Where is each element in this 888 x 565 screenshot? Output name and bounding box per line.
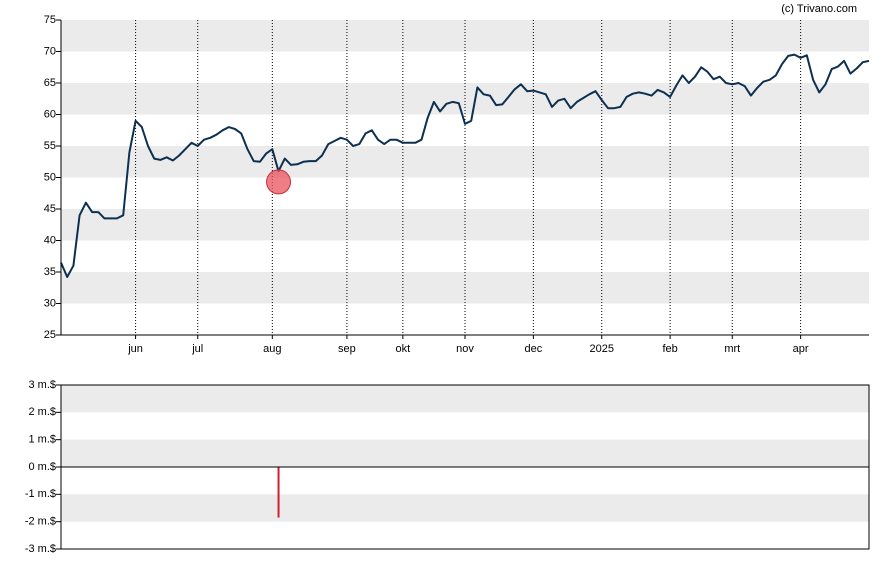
- y-tick-label: 60: [44, 108, 56, 120]
- x-tick-label: mrt: [724, 343, 740, 355]
- y-tick-label: 75: [44, 14, 56, 26]
- x-tick-label: jul: [191, 343, 203, 355]
- y-tick-label: 40: [44, 234, 56, 246]
- x-tick-label: sep: [338, 343, 356, 355]
- y-tick-label: 3 m.$: [28, 379, 56, 391]
- x-tick-label: okt: [396, 343, 411, 355]
- x-tick-label: apr: [793, 343, 809, 355]
- y-tick-label: 55: [44, 140, 56, 152]
- plot-frame: [60, 384, 870, 550]
- y-tick-label: 2 m.$: [28, 406, 56, 418]
- x-tick-label: feb: [662, 343, 677, 355]
- x-tick-label: 2025: [589, 343, 613, 355]
- y-tick-label: -3 m.$: [25, 543, 56, 555]
- y-tick-label: 1 m.$: [28, 434, 56, 446]
- bar: [277, 467, 280, 518]
- price-line: [60, 53, 870, 278]
- event-marker: [266, 169, 292, 195]
- y-tick-label: -1 m.$: [25, 488, 56, 500]
- grid-band: [61, 385, 869, 413]
- y-tick-label: 45: [44, 203, 56, 215]
- source-credit: (c) Trivano.com: [781, 3, 857, 15]
- grid-band: [61, 494, 869, 522]
- x-tick-label: aug: [263, 343, 281, 355]
- y-tick-label: 50: [44, 171, 56, 183]
- y-tick-label: 35: [44, 266, 56, 278]
- y-tick-label: 0 m.$: [28, 461, 56, 473]
- y-tick-label: 30: [44, 297, 56, 309]
- x-tick-label: dec: [524, 343, 542, 355]
- x-tick-label: nov: [456, 343, 474, 355]
- y-tick-label: 70: [44, 45, 56, 57]
- grid-band: [61, 439, 869, 467]
- y-tick-label: -2 m.$: [25, 516, 56, 528]
- x-tick-label: jun: [127, 343, 143, 355]
- y-tick-label: 25: [44, 329, 56, 341]
- y-tick-label: 65: [44, 77, 56, 89]
